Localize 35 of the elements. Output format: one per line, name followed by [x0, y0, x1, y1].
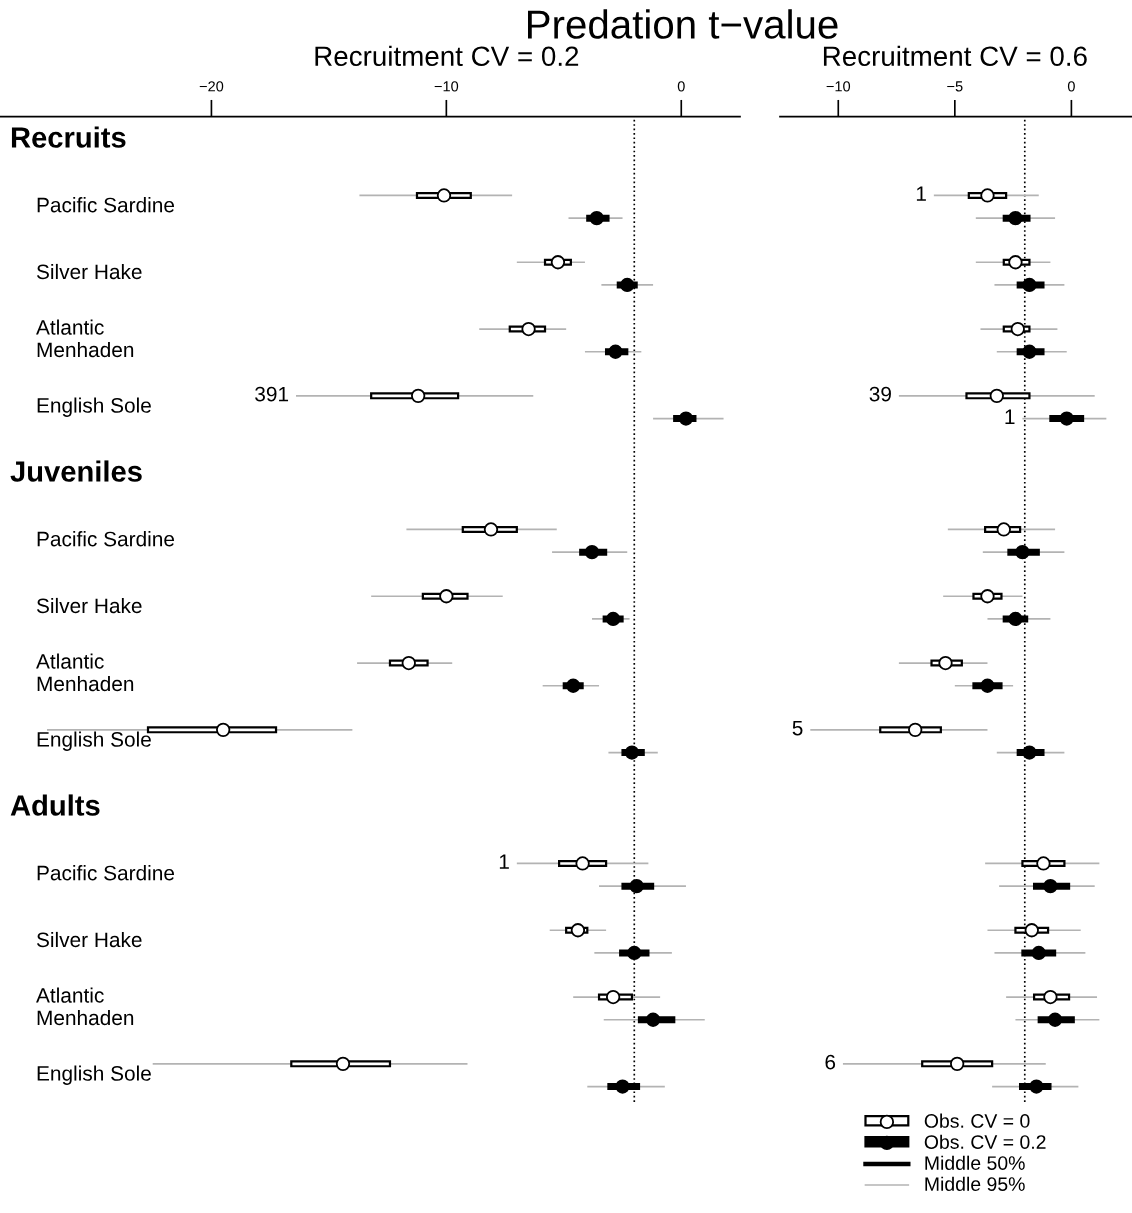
y-tick-label: Adults: [10, 794, 100, 816]
chart-subtitle: Recruitment CV = 0.6: [823, 45, 1087, 67]
x-tick-label: −20: [199, 81, 224, 92]
text: 391: [255, 386, 289, 402]
y-tick-label: Pacific Sardine: [37, 197, 175, 213]
text: 5: [792, 720, 803, 736]
x-tick-label: −10: [826, 81, 851, 92]
y-tick-label: Pacific Sardine: [37, 865, 175, 881]
x-tick-label: 0: [1067, 81, 1075, 92]
y-tick-label: Silver Hake: [36, 597, 142, 614]
text: 6: [825, 1054, 836, 1070]
text: 1: [1005, 409, 1015, 424]
legend-label: Obs. CV = 0: [924, 1113, 1030, 1128]
legend-label: Obs. CV = 0.2: [924, 1134, 1046, 1149]
y-tick-label: Silver Hake: [36, 263, 142, 280]
y-tick-label: English Sole: [37, 397, 151, 417]
chart-title: Predation t−value: [528, 9, 838, 39]
y-tick-label: English Sole: [37, 1065, 151, 1085]
text: 1: [499, 854, 509, 869]
y-tick-label: Juveniles: [10, 460, 142, 482]
y-tick-label: Silver Hake: [36, 931, 142, 948]
y-tick-label: English Sole: [37, 731, 151, 751]
text: 1: [916, 186, 926, 201]
y-tick-label: Atlantic Menhaden: [36, 319, 134, 358]
x-tick-label: −10: [434, 81, 459, 92]
legend-label: Middle 50%: [925, 1155, 1025, 1170]
y-tick-label: Atlantic Menhaden: [36, 653, 134, 692]
text: 39: [869, 386, 891, 402]
y-tick-label: Recruits: [11, 126, 126, 148]
y-tick-label: Pacific Sardine: [37, 531, 175, 547]
y-tick-label: Atlantic Menhaden: [36, 987, 134, 1026]
chart-subtitle: Recruitment CV = 0.2: [315, 45, 579, 67]
legend-label: Middle 95%: [925, 1176, 1025, 1191]
x-tick-label: −5: [947, 81, 963, 92]
x-tick-label: 0: [677, 81, 685, 92]
